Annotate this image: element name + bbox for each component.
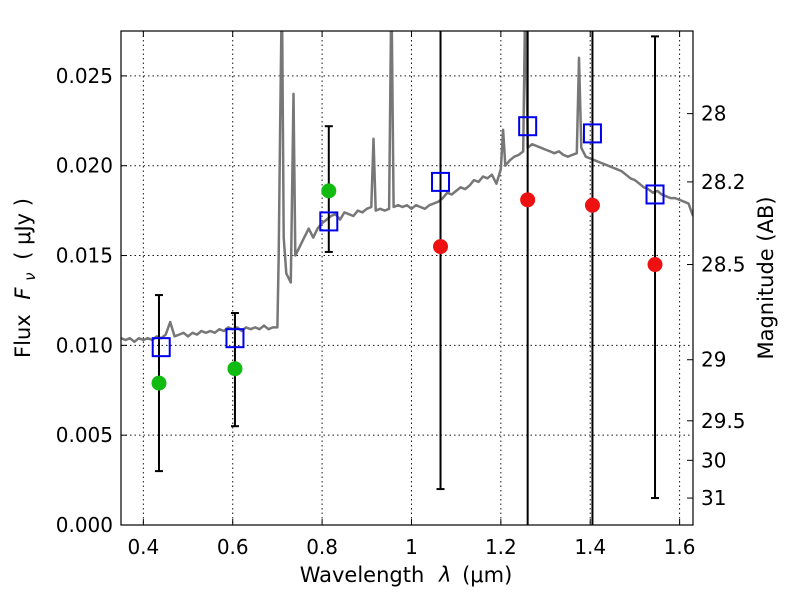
x-axis-title-unit: (μm): [462, 563, 512, 587]
x-tick-label: 1.4: [574, 535, 606, 559]
y-axis-title-unit: ( μJy ): [11, 198, 35, 260]
x-axis-title-text: Wavelength: [300, 563, 425, 587]
data-point: [151, 375, 167, 391]
model-square: [319, 211, 339, 232]
x-tick-label: 1.6: [664, 535, 696, 559]
y-axis-title-symbol: F: [11, 287, 35, 300]
tick-layer: 0.4 0.6 0.8 1 1.2 1.4 1.6 0.000 0.005 0.010 0.015 0…: [56, 31, 746, 559]
y2-tick-label: 30: [701, 448, 726, 472]
y-tick-label: 0.015: [56, 244, 113, 268]
square-layer: [151, 116, 665, 358]
model-square: [225, 328, 245, 349]
data-point: [433, 239, 449, 255]
spectrum-line: [121, 31, 693, 344]
model-square: [431, 171, 451, 192]
y-tick-label: 0.020: [56, 154, 113, 178]
x-tick-label: 0.8: [306, 535, 338, 559]
y2-tick-label: 28.5: [701, 253, 746, 277]
y2-tick-label: 31: [701, 486, 726, 510]
data-point: [321, 183, 337, 199]
x-axis-title: Wavelength λ (μm): [300, 563, 513, 587]
data-point: [647, 257, 663, 273]
y-axis-title: Flux F ν ( μJy ): [11, 198, 40, 358]
model-square: [582, 123, 602, 144]
y2-tick-label: 29: [701, 348, 726, 372]
model-square: [645, 184, 665, 205]
y-tick-label: 0.025: [56, 64, 113, 88]
y2-axis-title: Magnitude (AB): [754, 196, 778, 359]
y2-tick-label: 28.2: [701, 170, 746, 194]
y-axis-title-subscript: ν: [21, 272, 39, 280]
y-tick-label: 0.005: [56, 423, 113, 447]
x-tick-label: 0.6: [217, 535, 249, 559]
x-axis-title-symbol: λ: [438, 563, 451, 587]
plot-frame: [120, 30, 694, 526]
x-tick-label: 0.4: [127, 535, 159, 559]
y2-tick-label: 28: [701, 102, 726, 126]
y-tick-label: 0.000: [56, 513, 113, 537]
x-tick-label: 1.2: [485, 535, 517, 559]
y-axis-title-text: Flux: [11, 314, 35, 358]
point-layer: [151, 183, 663, 391]
data-point: [227, 361, 243, 377]
y-tick-label: 0.010: [56, 333, 113, 357]
plot-area: [121, 31, 693, 525]
spectrum-layer: [121, 31, 693, 344]
data-point: [520, 192, 536, 208]
model-square: [518, 116, 538, 137]
x-tick-label: 1: [405, 535, 418, 559]
data-point: [584, 197, 600, 213]
y2-tick-label: 29.5: [701, 409, 746, 433]
model-square: [151, 337, 171, 358]
